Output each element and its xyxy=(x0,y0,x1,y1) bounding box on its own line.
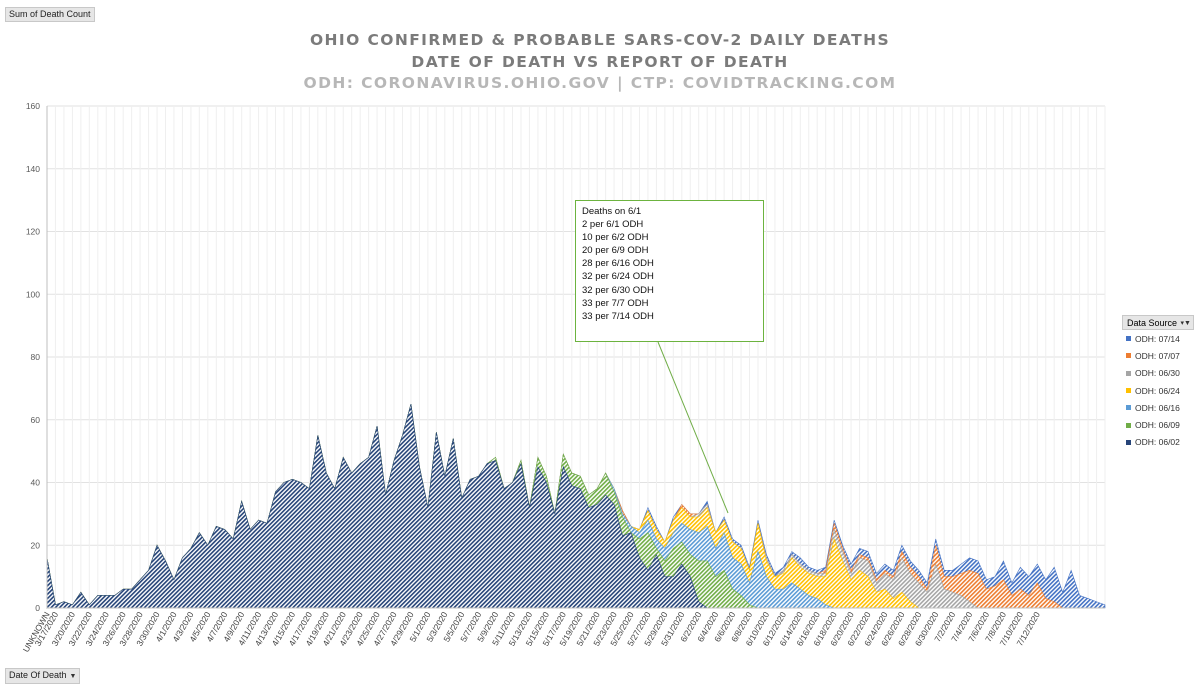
legend-swatch xyxy=(1126,439,1131,445)
legend-item[interactable]: ODH: 06/24 xyxy=(1122,382,1194,399)
chart-title: OHIO CONFIRMED & PROBABLE SARS-COV-2 DAI… xyxy=(309,31,891,49)
filter-icon[interactable]: ▾▼ xyxy=(1180,319,1191,327)
legend-label: ODH: 06/16 xyxy=(1135,402,1180,413)
annotation-line: Deaths on 6/1 xyxy=(582,206,642,217)
y-tick-label: 40 xyxy=(31,478,41,488)
legend-field-button[interactable]: Data Source ▾▼ xyxy=(1122,315,1194,330)
legend-swatch xyxy=(1126,405,1131,411)
y-tick-label: 60 xyxy=(31,415,41,425)
annotation-box: Deaths on 6/1 2 per 6/1 ODH 10 per 6/2 ODH… xyxy=(575,200,764,342)
legend-label: ODH: 07/14 xyxy=(1135,333,1180,344)
axis-field-button[interactable]: Date Of Death ▼ xyxy=(5,668,81,684)
y-tick-label: 80 xyxy=(31,352,41,362)
legend-item[interactable]: ODH: 07/07 xyxy=(1122,347,1194,364)
legend-item[interactable]: ODH: 06/02 xyxy=(1122,434,1194,451)
y-tick-label: 100 xyxy=(26,289,40,299)
value-field-label: Sum of Death Count xyxy=(9,9,91,19)
annotation-line: 28 per 6/16 ODH xyxy=(582,258,654,270)
legend-swatch xyxy=(1126,388,1131,394)
area-series-group xyxy=(46,403,1106,609)
annotation-line: 20 per 6/9 ODH xyxy=(582,245,649,257)
legend-swatch xyxy=(1126,336,1131,342)
chart-subtitle: DATE OF DEATH VS REPORT OF DEATH xyxy=(411,52,789,71)
axes xyxy=(46,106,1105,609)
annotation-leader-line xyxy=(657,341,729,514)
value-field-button[interactable]: Sum of Death Count xyxy=(5,7,95,22)
legend-swatch xyxy=(1126,422,1131,428)
annotation-line: 32 per 6/30 ODH xyxy=(582,284,654,296)
legend-items: ODH: 07/14 ODH: 07/07 ODH: 06/30 ODH: 06/24… xyxy=(1122,330,1194,451)
legend-label: ODH: 06/30 xyxy=(1135,368,1180,379)
legend-item[interactable]: ODH: 06/09 xyxy=(1122,416,1194,433)
legend-item[interactable]: ODH: 06/16 xyxy=(1122,399,1194,416)
annotation-line: 10 per 6/2 ODH xyxy=(582,232,649,244)
annotation-line: 2 per 6/1 ODH xyxy=(582,219,644,231)
annotation-line: 33 per 7/14 ODH xyxy=(582,310,654,322)
chart-source: ODH: CORONAVIRUS.OHIO.GOV | CTP: COVIDTR… xyxy=(303,74,897,92)
y-tick-label: 120 xyxy=(26,227,40,237)
legend-item[interactable]: ODH: 06/30 xyxy=(1122,365,1194,382)
legend-label: ODH: 06/24 xyxy=(1135,385,1180,396)
y-tick-label: 0 xyxy=(35,603,40,613)
annotation-line: 33 per 7/7 ODH xyxy=(582,297,649,309)
legend-swatch xyxy=(1126,353,1131,359)
legend-label: ODH: 07/07 xyxy=(1135,350,1180,361)
legend-swatch xyxy=(1126,370,1131,376)
chevron-down-icon[interactable]: ▼ xyxy=(69,673,77,680)
y-tick-label: 160 xyxy=(26,101,40,111)
annotation-line: 32 per 6/24 ODH xyxy=(582,271,654,283)
legend-label: ODH: 06/09 xyxy=(1135,420,1180,431)
x-tick-labels: UNKNOWN3/17/20203/20/20203/22/20203/24/2… xyxy=(21,610,1043,654)
y-tick-labels: 0 20 40 60 80 100 120 140 160 xyxy=(26,101,40,613)
axis-field-label: Date Of Death xyxy=(9,670,67,680)
chart-title-block: OHIO CONFIRMED & PROBABLE SARS-COV-2 DAI… xyxy=(0,30,1200,95)
legend-field-label: Data Source xyxy=(1127,317,1178,328)
legend: Data Source ▾▼ ODH: 07/14 ODH: 07/07 ODH: … xyxy=(1122,315,1194,451)
legend-item[interactable]: ODH: 07/14 xyxy=(1122,330,1194,347)
legend-label: ODH: 06/02 xyxy=(1135,437,1180,448)
y-tick-label: 20 xyxy=(31,540,41,550)
y-tick-label: 140 xyxy=(26,164,40,174)
